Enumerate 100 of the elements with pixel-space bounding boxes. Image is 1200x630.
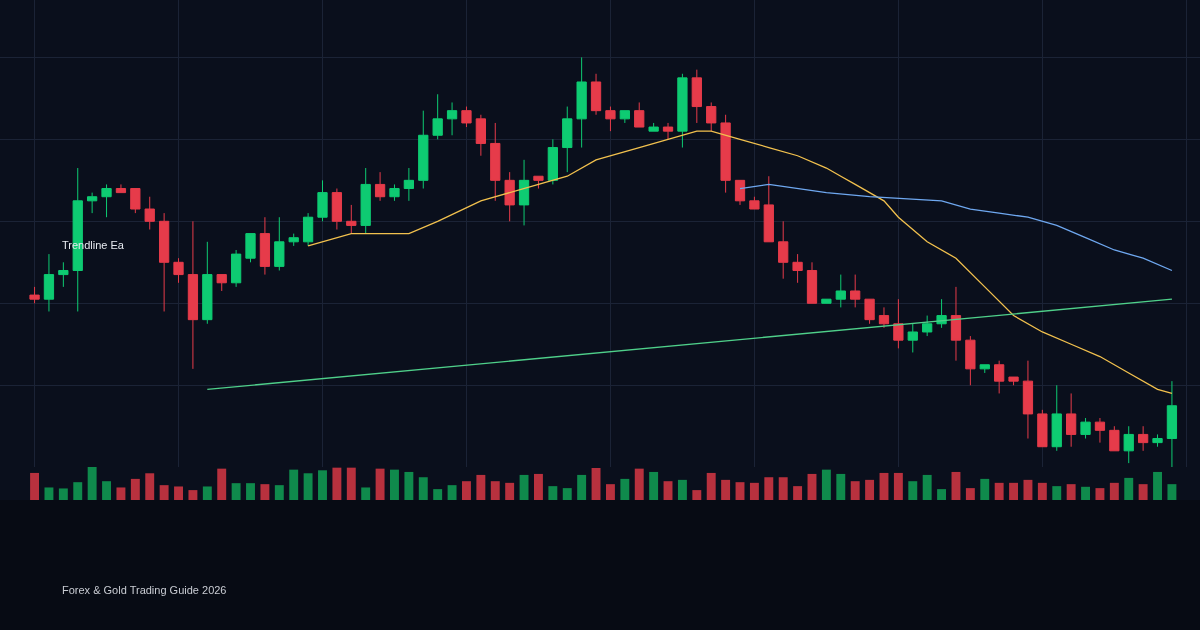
candlestick bbox=[360, 167, 371, 235]
candlestick bbox=[994, 360, 1005, 394]
candlestick bbox=[648, 122, 659, 132]
bar bbox=[951, 471, 961, 500]
bar bbox=[620, 478, 630, 500]
bar bbox=[1095, 488, 1105, 500]
bar bbox=[433, 489, 443, 500]
bar bbox=[1037, 482, 1047, 500]
bar bbox=[706, 472, 716, 500]
bar bbox=[1081, 486, 1091, 500]
candlestick bbox=[518, 159, 530, 226]
candlestick bbox=[950, 286, 962, 362]
candlestick bbox=[58, 261, 69, 288]
candlestick bbox=[605, 106, 616, 132]
candlestick bbox=[475, 114, 486, 157]
candlestick bbox=[173, 257, 184, 284]
bar bbox=[202, 486, 212, 500]
bar bbox=[476, 474, 486, 500]
candlestick bbox=[274, 216, 285, 271]
text: Forex & Gold Trading Guide 2026 bbox=[62, 584, 227, 596]
bar bbox=[361, 487, 371, 500]
bar bbox=[303, 473, 313, 500]
candlestick bbox=[835, 274, 846, 308]
bar bbox=[533, 473, 543, 500]
bar bbox=[965, 488, 975, 500]
bar bbox=[116, 487, 126, 500]
bar bbox=[577, 474, 587, 500]
candlestick bbox=[101, 183, 112, 218]
bar bbox=[375, 468, 385, 500]
bar bbox=[548, 486, 558, 500]
bar bbox=[677, 479, 687, 500]
candlestick bbox=[634, 101, 645, 128]
candlestick bbox=[1008, 376, 1019, 386]
candlestick bbox=[331, 188, 343, 231]
bar bbox=[289, 469, 299, 500]
candlestick bbox=[734, 179, 746, 206]
candlestick bbox=[547, 138, 558, 185]
bar bbox=[217, 468, 227, 500]
candlestick bbox=[115, 183, 127, 194]
bar bbox=[462, 481, 471, 500]
candlestick bbox=[490, 122, 501, 202]
candlestick bbox=[907, 323, 918, 353]
bar bbox=[749, 482, 759, 500]
candlestick bbox=[504, 171, 515, 222]
bar bbox=[692, 490, 702, 500]
candlestick bbox=[619, 110, 630, 124]
bar bbox=[332, 467, 342, 500]
bar bbox=[1138, 484, 1148, 500]
bar bbox=[721, 479, 731, 500]
bar bbox=[908, 481, 918, 500]
bar bbox=[994, 482, 1004, 500]
candlestick bbox=[1022, 360, 1034, 440]
candlestick bbox=[418, 110, 429, 190]
candlestick bbox=[706, 101, 717, 132]
bar bbox=[1009, 482, 1019, 500]
bar bbox=[346, 467, 356, 500]
bar bbox=[73, 482, 83, 500]
bar bbox=[735, 482, 745, 500]
bar bbox=[649, 471, 659, 500]
bar bbox=[778, 477, 788, 500]
bar bbox=[634, 468, 644, 500]
candlestick bbox=[1066, 392, 1077, 448]
bar bbox=[87, 467, 97, 500]
bar bbox=[231, 483, 241, 500]
candlestick bbox=[821, 298, 832, 304]
bar bbox=[1124, 477, 1134, 500]
candlestick bbox=[893, 298, 904, 349]
candlestick bbox=[792, 253, 803, 284]
candlestick bbox=[1051, 384, 1062, 452]
bar bbox=[1109, 482, 1119, 500]
bar bbox=[663, 481, 673, 500]
candlestick bbox=[1094, 417, 1106, 444]
candlestick bbox=[187, 220, 199, 370]
candlestick bbox=[87, 192, 98, 214]
candlestick bbox=[763, 175, 774, 243]
candlestick bbox=[533, 175, 544, 190]
bar bbox=[505, 482, 515, 500]
bar bbox=[937, 489, 947, 500]
candlestick bbox=[302, 212, 314, 247]
candlestick bbox=[202, 241, 213, 325]
candlestick bbox=[778, 220, 789, 280]
bar bbox=[793, 486, 803, 500]
candlestick bbox=[1109, 425, 1120, 452]
candlestick bbox=[403, 167, 415, 202]
candlestick bbox=[864, 298, 875, 325]
candlestick bbox=[43, 253, 55, 312]
candlestick bbox=[720, 114, 731, 194]
candlestick bbox=[158, 212, 170, 312]
candlestick bbox=[245, 233, 256, 263]
bar bbox=[274, 485, 284, 500]
candlestick bbox=[1123, 425, 1134, 464]
bar bbox=[44, 487, 54, 500]
candlestick bbox=[144, 196, 155, 231]
bar bbox=[764, 477, 774, 500]
bar bbox=[102, 481, 111, 500]
bar bbox=[246, 483, 255, 500]
candlestick bbox=[806, 261, 818, 304]
candlestick bbox=[288, 233, 299, 247]
bar bbox=[1052, 486, 1062, 500]
bar bbox=[980, 478, 990, 500]
